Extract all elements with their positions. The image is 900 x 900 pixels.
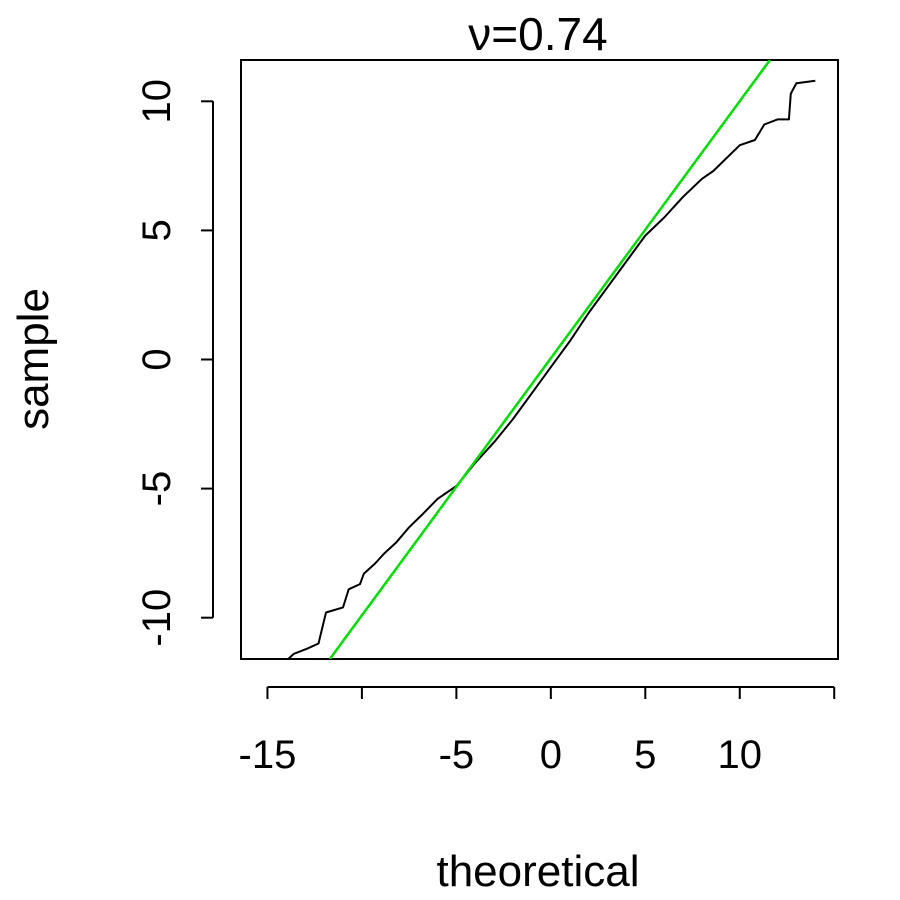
y-tick-label: 10	[135, 79, 179, 124]
y-tick-label: -10	[135, 589, 179, 647]
chart-title: ν=0.74	[468, 8, 607, 60]
y-axis: -10 -5 0 5 10	[135, 79, 214, 647]
x-axis: -15 -5 0 5 10	[239, 686, 836, 777]
x-tick-label: -5	[439, 733, 475, 777]
plot-frame	[240, 59, 839, 660]
y-tick-label: 0	[135, 348, 179, 370]
x-axis-label: theoretical	[436, 847, 639, 896]
y-tick-label: 5	[135, 219, 179, 241]
reference-line	[328, 60, 772, 659]
series-layer	[287, 60, 816, 659]
sample-quantile-line	[287, 79, 816, 659]
x-tick-label: 0	[540, 733, 562, 777]
y-tick-label: -5	[135, 471, 179, 507]
plot-area	[240, 59, 839, 660]
x-tick-label: 5	[634, 733, 656, 777]
x-tick-label: 10	[718, 733, 763, 777]
x-tick-label: -15	[239, 733, 297, 777]
y-axis-label: sample	[9, 288, 58, 430]
